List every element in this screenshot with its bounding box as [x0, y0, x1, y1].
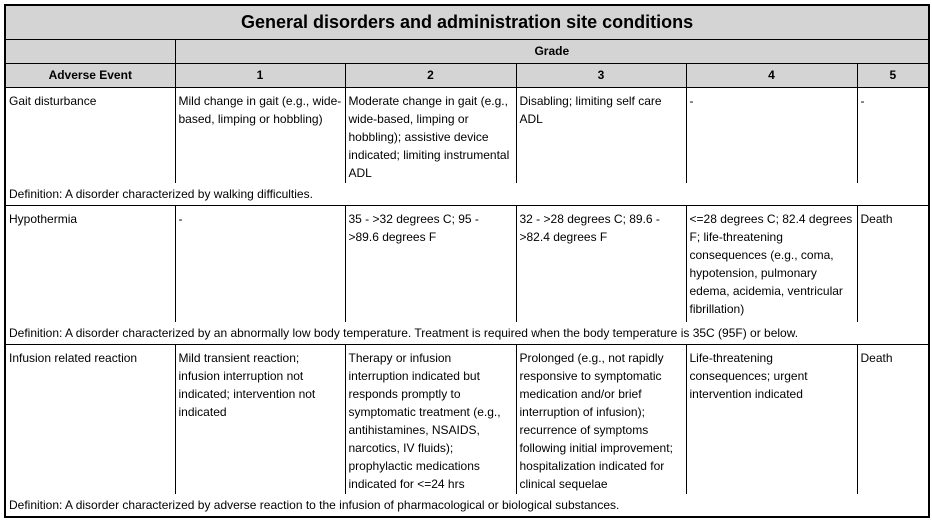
grade-3-cell: Prolonged (e.g., not rapidly responsive …	[515, 344, 687, 494]
definition-text: Definition: A disorder characterized by …	[3, 322, 931, 345]
grade-1-cell: Mild change in gait (e.g., wide-based, l…	[174, 87, 346, 183]
adverse-event-name: Hypothermia	[4, 204, 176, 322]
table-row: Hypothermia - 35 - >32 degrees C; 95 - >…	[4, 204, 931, 322]
grade-5-cell: Death	[856, 344, 931, 494]
definition-text: Definition: A disorder characterized by …	[3, 493, 931, 518]
grade-1-cell: -	[174, 204, 346, 322]
adverse-event-name: Gait disturbance	[4, 87, 176, 183]
column-header-grade-2: 2	[344, 63, 517, 88]
grade-4-cell: <=28 degrees C; 82.4 degrees F; life-thr…	[685, 204, 858, 322]
table-row: Gait disturbance Mild change in gait (e.…	[4, 87, 931, 183]
table-row: Infusion related reaction Mild transient…	[4, 344, 931, 494]
grade-4-cell: Life-threatening consequences; urgent in…	[685, 344, 858, 494]
column-header-grade-4: 4	[685, 63, 858, 88]
adverse-event-table: General disorders and administration sit…	[3, 4, 931, 518]
grade-header: Grade	[174, 39, 931, 64]
grade-2-cell: Therapy or infusion interruption indicat…	[344, 344, 517, 494]
column-header-grade-5: 5	[856, 63, 931, 88]
grade-3-cell: 32 - >28 degrees C; 89.6 - >82.4 degrees…	[515, 204, 687, 322]
grade-5-cell: -	[856, 87, 931, 183]
column-header-grade-3: 3	[515, 63, 687, 88]
grade-4-cell: -	[685, 87, 858, 183]
column-header-grade-1: 1	[174, 63, 346, 88]
ctcae-table-frame: General disorders and administration sit…	[3, 4, 931, 518]
definition-text: Definition: A disorder characterized by …	[3, 182, 931, 206]
column-header-adverse-event: Adverse Event	[4, 63, 176, 88]
adverse-event-name: Infusion related reaction	[4, 344, 176, 494]
header-blank-cell	[4, 39, 176, 64]
table-title: General disorders and administration sit…	[3, 4, 931, 40]
grade-2-cell: Moderate change in gait (e.g., wide-base…	[344, 87, 517, 183]
grade-2-cell: 35 - >32 degrees C; 95 - >89.6 degrees F	[344, 204, 517, 322]
grade-5-cell: Death	[856, 204, 931, 322]
grade-1-cell: Mild transient reaction; infusion interr…	[174, 344, 346, 494]
grade-3-cell: Disabling; limiting self care ADL	[515, 87, 687, 183]
